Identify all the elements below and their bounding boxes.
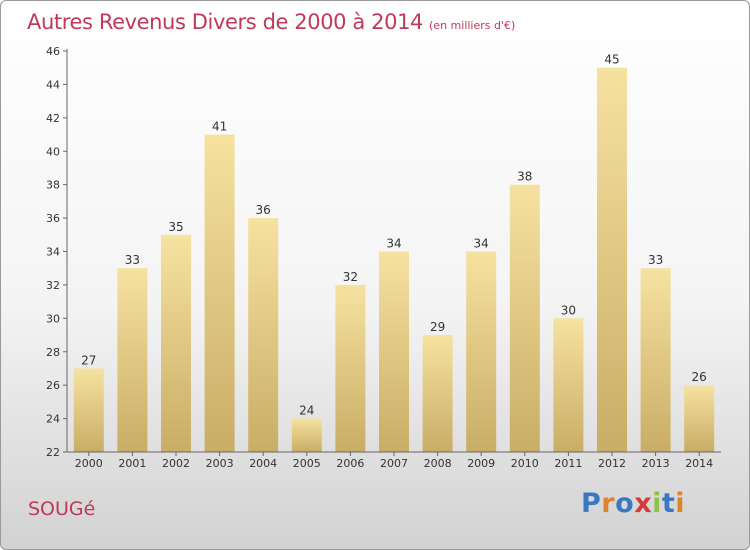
bar-2013: [640, 268, 671, 452]
data-label-2012: 45: [604, 53, 619, 67]
y-tick-label: 40: [46, 145, 60, 158]
x-tick-label-2010: 2010: [511, 457, 539, 470]
logo-letter: i: [652, 488, 662, 519]
x-tick-label-2009: 2009: [467, 457, 495, 470]
y-tick-label: 36: [46, 212, 60, 225]
y-tick-label: 28: [46, 346, 60, 359]
logo-letter: o: [615, 488, 635, 519]
bar-2014: [684, 385, 715, 452]
x-tick-label-2000: 2000: [75, 457, 103, 470]
x-tick-label-2001: 2001: [118, 457, 146, 470]
y-tick-label: 32: [46, 279, 60, 292]
data-label-2010: 38: [517, 170, 532, 184]
bar-2010: [509, 184, 540, 452]
x-tick-label-2014: 2014: [685, 457, 713, 470]
logo-letter: r: [601, 488, 616, 519]
y-tick-label: 34: [46, 246, 60, 259]
y-tick-label: 26: [46, 379, 60, 392]
logo-letter: P: [581, 488, 602, 519]
data-label-2000: 27: [81, 353, 96, 367]
chart-unit-note: (en milliers d'€): [429, 19, 516, 32]
data-label-2001: 33: [125, 253, 140, 267]
data-label-2007: 34: [386, 237, 401, 251]
x-tick-label-2011: 2011: [554, 457, 582, 470]
x-tick-label-2005: 2005: [293, 457, 321, 470]
bar-2006: [335, 284, 366, 452]
x-tick-label-2012: 2012: [598, 457, 626, 470]
place-name: SOUGé: [28, 498, 96, 520]
y-tick-label: 38: [46, 179, 60, 192]
bar-2005: [291, 418, 322, 452]
bar-2009: [466, 251, 497, 452]
bar-2002: [161, 234, 191, 452]
chart-title: Autres Revenus Divers de 2000 à 2014 (en …: [27, 10, 515, 34]
logo-letter: x: [634, 488, 653, 519]
data-label-2009: 34: [474, 237, 489, 251]
chart-title-text: Autres Revenus Divers de 2000 à 2014: [27, 10, 424, 34]
bars-group: 27 33 35 41 36 24 32 34 29 34 38 30 45 33 26: [73, 53, 715, 452]
bar-2000: [73, 368, 104, 452]
logo-letter: t: [661, 488, 676, 519]
x-tick-label-2006: 2006: [336, 457, 364, 470]
bar-2012: [597, 67, 627, 452]
data-label-2004: 36: [256, 203, 271, 217]
data-label-2005: 24: [299, 404, 314, 418]
y-tick-label: 46: [46, 45, 60, 58]
x-tick-label-2013: 2013: [642, 457, 670, 470]
bar-2011: [553, 318, 584, 452]
axes-group: 22 24 26 28 30 32 34 36 38 40 42 44 46 2000 2001 2002 20…: [46, 45, 721, 470]
data-label-2006: 32: [343, 270, 358, 284]
logo-letter: i: [675, 488, 686, 519]
bar-2007: [379, 251, 409, 452]
x-tick-label-2003: 2003: [206, 457, 234, 470]
y-tick-label: 42: [46, 112, 60, 125]
x-tick-label-2004: 2004: [249, 457, 277, 470]
bar-2003: [204, 134, 235, 452]
bar-2008: [422, 335, 453, 452]
y-tick-label: 24: [46, 413, 60, 426]
bar-2001: [117, 268, 148, 452]
data-label-2013: 33: [648, 253, 663, 267]
data-label-2011: 30: [561, 303, 576, 317]
x-tick-label-2007: 2007: [380, 457, 408, 470]
data-label-2008: 29: [430, 320, 445, 334]
x-tick-label-2002: 2002: [162, 457, 190, 470]
data-label-2003: 41: [212, 120, 227, 134]
y-tick-label: 44: [46, 78, 60, 91]
bar-2004: [248, 218, 279, 452]
data-label-2002: 35: [168, 220, 183, 234]
data-label-2014: 26: [692, 370, 707, 384]
y-tick-label: 22: [46, 446, 60, 459]
y-tick-label: 30: [46, 312, 60, 325]
x-tick-label-2008: 2008: [424, 457, 452, 470]
proxiti-logo: Proxiti: [581, 488, 685, 519]
